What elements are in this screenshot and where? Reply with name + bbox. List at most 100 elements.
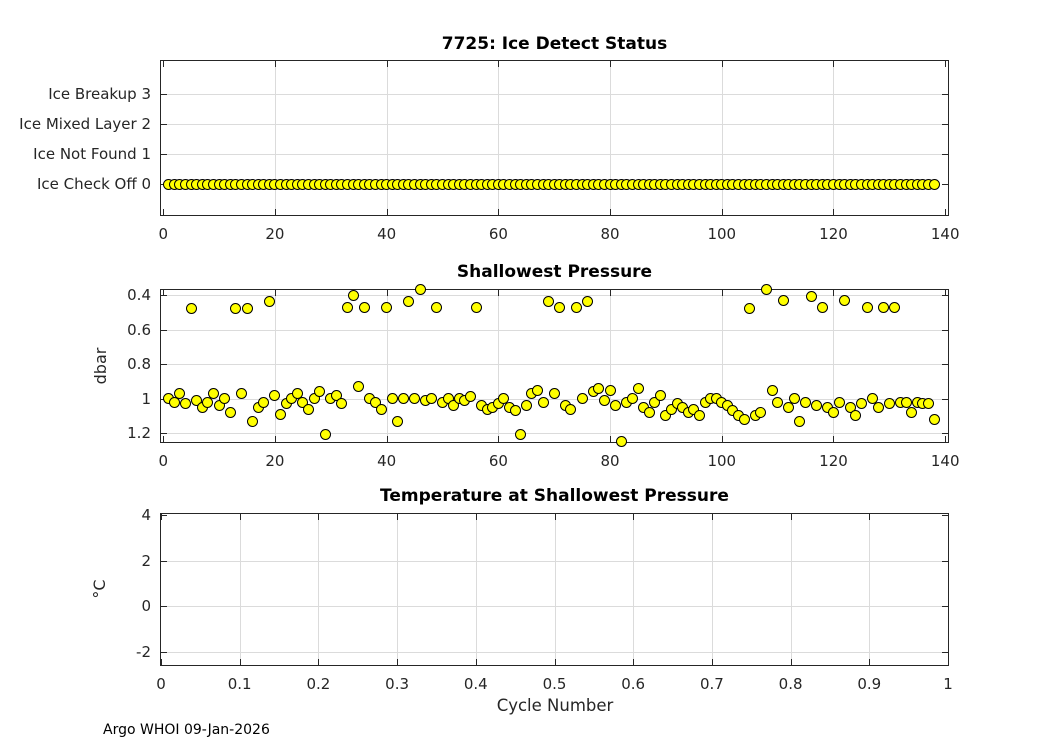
data-point-marker: [168, 396, 180, 408]
data-point-marker: [827, 406, 839, 418]
y-tick-mark: [942, 398, 948, 400]
x-tick-label: 140: [930, 452, 960, 470]
data-point-marker: [883, 398, 895, 410]
x-tick-mark: [945, 436, 947, 442]
y-tick-mark: [161, 652, 167, 654]
x-tick-mark: [948, 514, 949, 520]
x-tick-mark: [475, 659, 477, 665]
data-point-marker: [191, 394, 203, 406]
data-point-marker: [247, 415, 259, 427]
x-tick-mark: [163, 209, 165, 215]
x-tick-label: 0: [158, 225, 168, 243]
data-point-marker: [928, 178, 940, 190]
x-tick-mark: [833, 290, 835, 296]
plot1-title: 7725: Ice Detect Status: [441, 34, 668, 54]
x-tick-label: 60: [488, 225, 508, 243]
data-point-marker: [571, 301, 583, 313]
x-tick-mark: [274, 436, 276, 442]
data-point-marker: [180, 398, 192, 410]
data-point-marker: [582, 296, 594, 308]
x-tick-mark: [274, 290, 276, 296]
data-point-marker: [839, 294, 851, 306]
y-tick-mark: [161, 124, 167, 126]
y-tick-mark: [942, 364, 948, 366]
plot3-title: Temperature at Shallowest Pressure: [380, 486, 729, 506]
x-tick-mark: [721, 209, 723, 215]
x-tick-mark: [386, 436, 388, 442]
y-gridline: [161, 295, 948, 296]
x-tick-mark: [554, 659, 556, 665]
data-point-marker: [844, 401, 856, 413]
x-tick-mark: [790, 514, 792, 520]
data-point-marker: [291, 387, 303, 399]
y-tick-label: Ice Check Off 0: [36, 175, 151, 194]
data-point-marker: [800, 396, 812, 408]
y-gridline: [161, 124, 948, 126]
data-point-marker: [878, 301, 890, 313]
x-tick-mark: [945, 209, 947, 215]
data-point-marker: [336, 398, 348, 410]
x-tick-label: 0.9: [857, 675, 882, 693]
data-point-marker: [900, 396, 912, 408]
data-point-marker: [760, 284, 772, 296]
data-point-marker: [275, 408, 287, 420]
y-tick-mark: [161, 560, 167, 562]
data-point-marker: [520, 400, 532, 412]
x-tick-label: 0.2: [306, 675, 331, 693]
data-point-marker: [554, 301, 566, 313]
data-point-marker: [208, 387, 219, 399]
y-tick-label: 4: [141, 505, 151, 524]
temperature-plot-area: 0 0.1 0.2 0.3 0.4 0.5 0.6 0.7 0.8 0.9 1 4 2 0 -2: [136, 506, 953, 693]
data-point-marker: [632, 382, 644, 394]
x-tick-mark: [386, 290, 388, 296]
x-tick-label: 0.4: [463, 675, 488, 693]
x-tick-label: 0.7: [699, 675, 724, 693]
data-point-marker: [805, 291, 817, 303]
y-tick-label: 1.2: [127, 424, 151, 443]
data-point-marker: [213, 400, 225, 412]
x-gridline: [475, 514, 477, 665]
x-tick-mark: [869, 514, 871, 520]
x-tick-label: 0.5: [542, 675, 567, 693]
y-gridline: [161, 433, 948, 435]
x-tick-label: 80: [600, 225, 620, 243]
x-tick-mark: [610, 436, 612, 442]
y-tick-label: Ice Mixed Layer 2: [19, 115, 151, 134]
figure-footer: Argo WHOI 09-Jan-2026: [103, 722, 270, 738]
data-point-marker: [598, 394, 610, 406]
data-point-marker: [269, 389, 281, 401]
y-tick-mark: [942, 124, 948, 126]
x-gridline: [274, 290, 276, 442]
data-point-marker: [872, 401, 884, 413]
x-tick-mark: [721, 436, 723, 442]
data-point-marker: [241, 303, 253, 315]
x-tick-mark: [161, 659, 162, 665]
x-tick-label: 100: [707, 225, 737, 243]
data-point-marker: [464, 391, 476, 403]
y-tick-label: 0.4: [127, 286, 151, 305]
data-point-marker: [319, 429, 331, 441]
x-tick-label: 80: [600, 452, 620, 470]
data-point-marker: [409, 393, 421, 405]
y-tick-mark: [942, 606, 948, 608]
data-point-marker: [330, 389, 342, 401]
data-point-marker: [928, 413, 940, 425]
x-tick-mark: [274, 61, 276, 67]
y-tick-label: Ice Not Found 1: [33, 145, 151, 164]
data-point-marker: [654, 389, 666, 401]
data-point-marker: [755, 406, 767, 418]
x-gridline: [498, 290, 500, 442]
data-point-marker: [626, 393, 638, 405]
x-tick-mark: [554, 514, 556, 520]
data-point-marker: [470, 301, 482, 313]
data-point-marker: [889, 301, 901, 313]
x-tick-label: 0: [156, 675, 166, 693]
x-gridline: [386, 61, 388, 215]
y-gridline: [161, 606, 948, 608]
x-tick-mark: [610, 290, 612, 296]
x-tick-label: 20: [265, 225, 285, 243]
y-tick-label: Ice Breakup 3: [48, 85, 151, 104]
x-tick-mark: [163, 61, 165, 67]
data-point-marker: [816, 301, 828, 313]
data-point-marker: [922, 398, 934, 410]
